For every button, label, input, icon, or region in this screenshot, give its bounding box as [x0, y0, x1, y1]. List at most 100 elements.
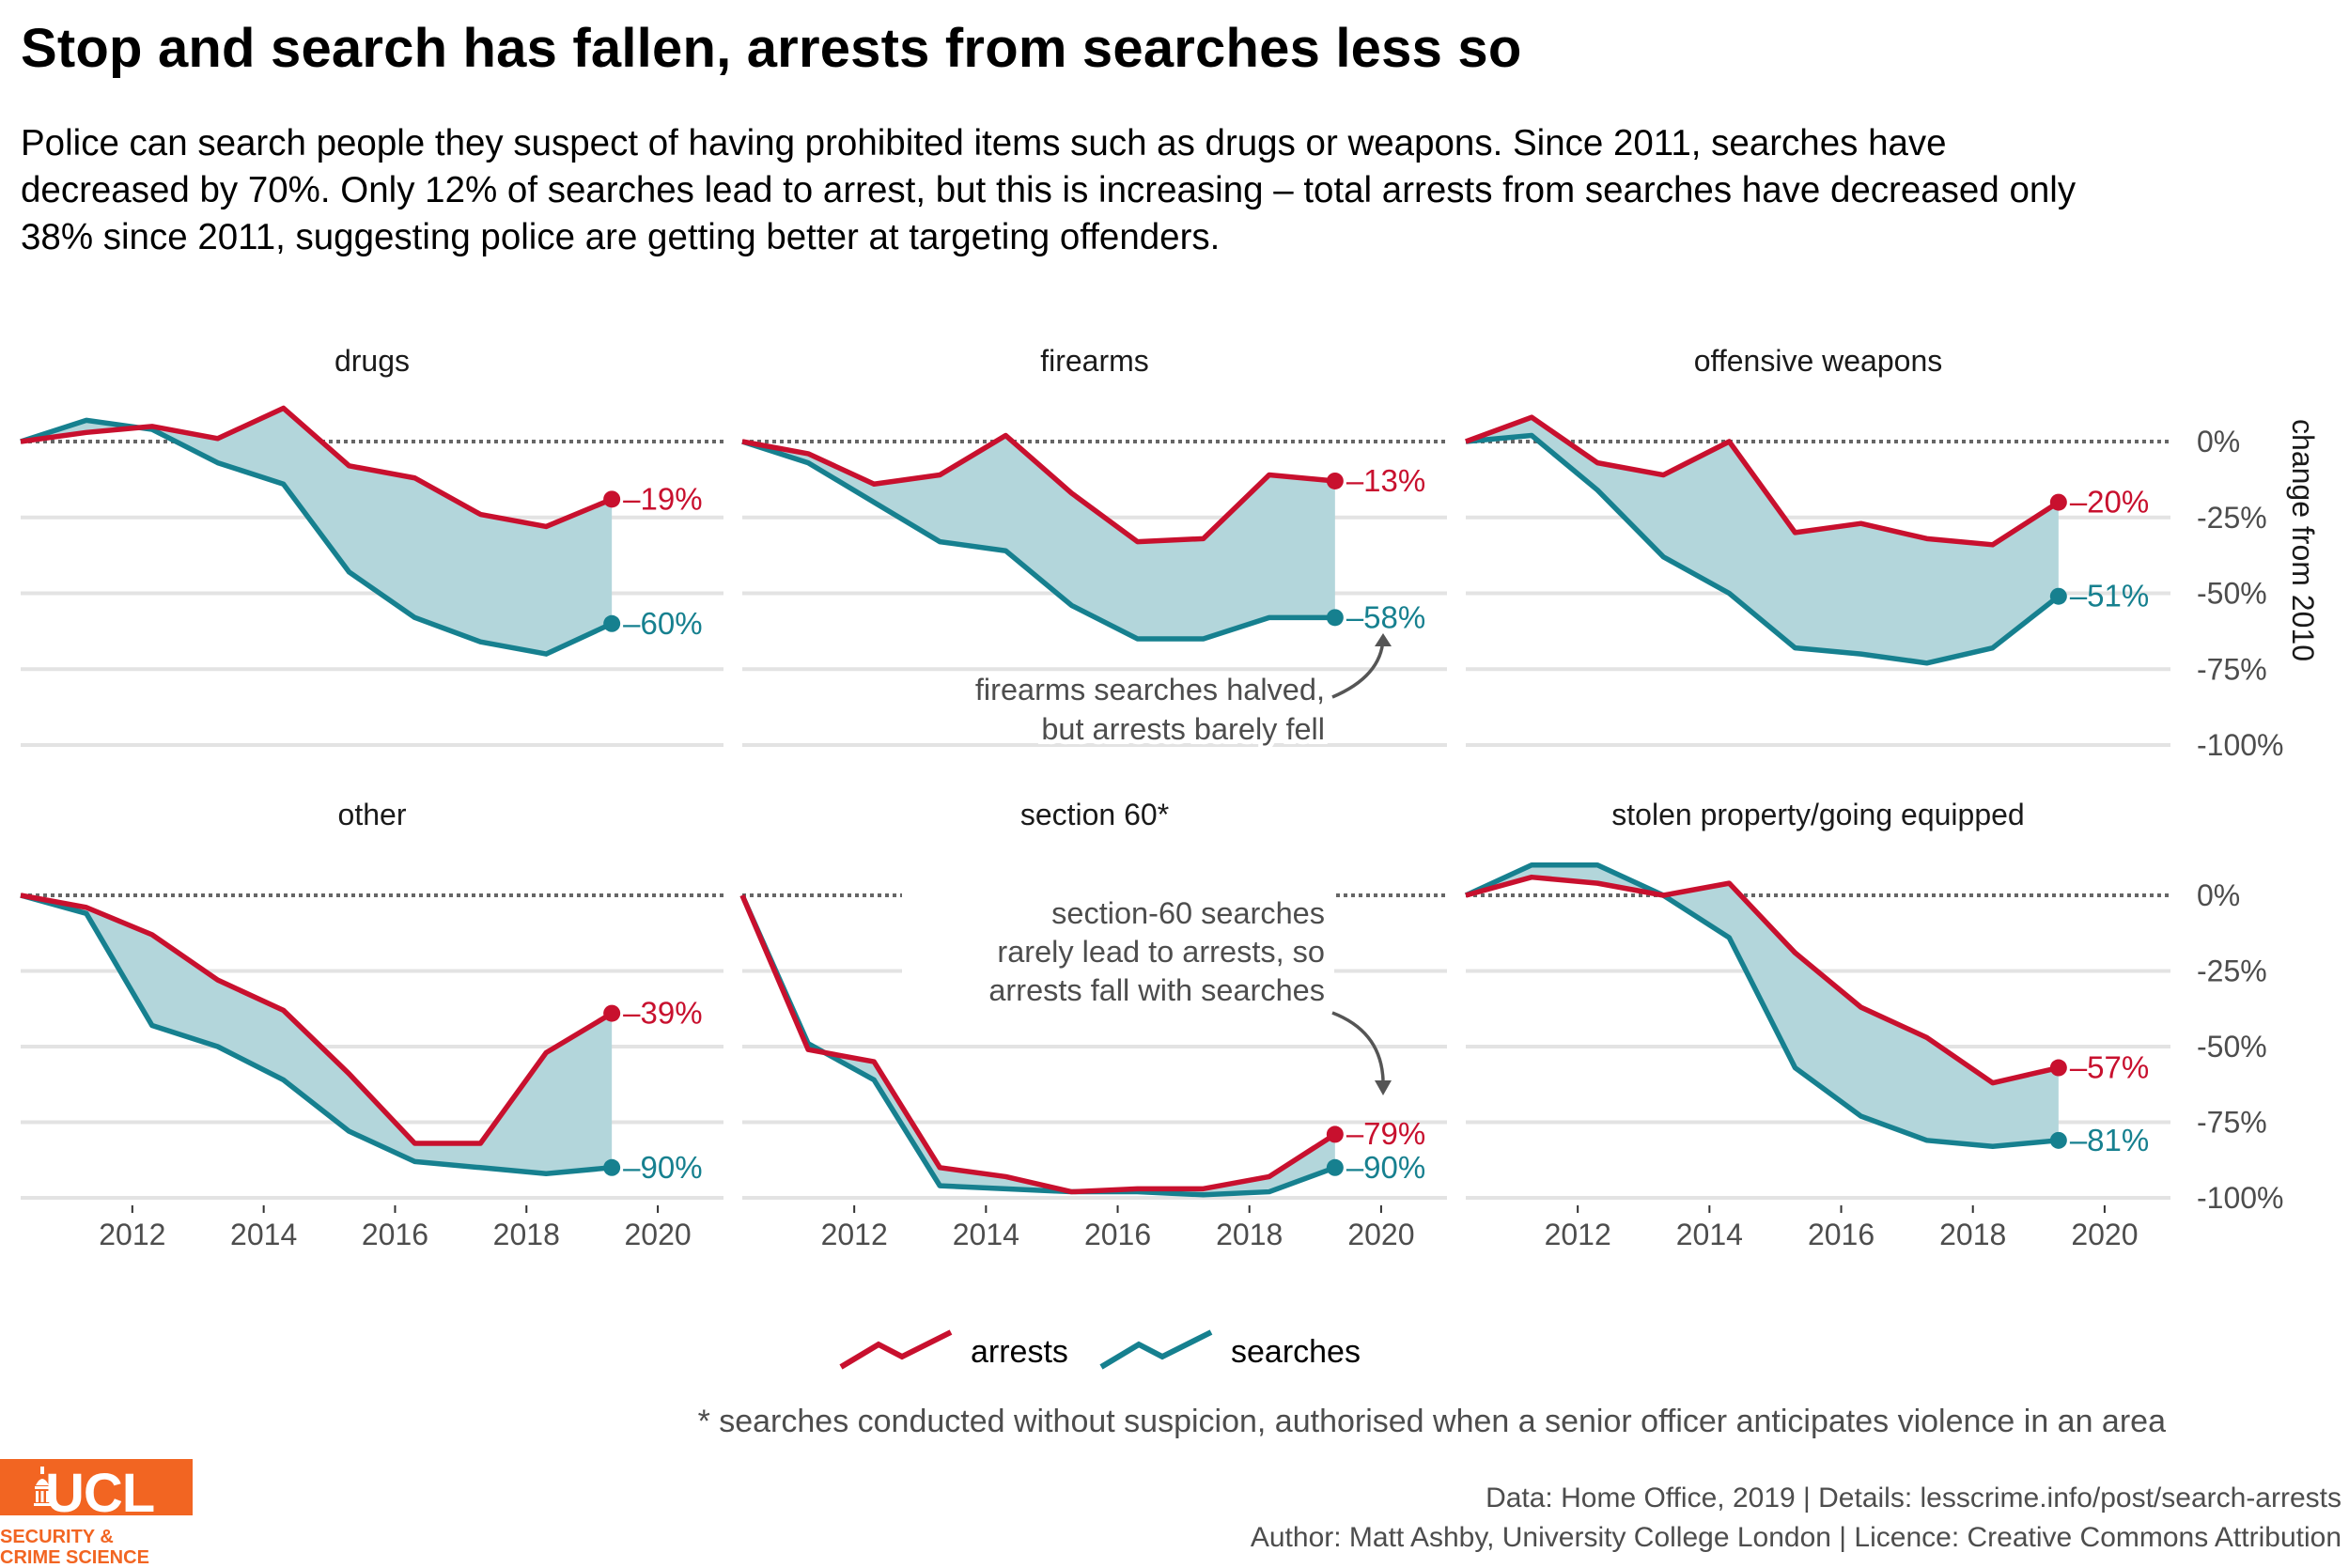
arrests-line: [1465, 414, 2061, 548]
section60-annotation-line: arrests fall with searches: [988, 973, 1325, 1007]
searches-end-point: [2049, 587, 2067, 605]
arrests-end-label: –39%: [623, 996, 702, 1031]
panel-other: other –39% –90% 2012 2014 2016 2018 2020: [20, 798, 723, 1251]
y-tick-label: -50%: [2197, 577, 2267, 611]
ucl-logo-sub-line1: SECURITY &: [0, 1527, 114, 1547]
arrests-end-point: [1326, 472, 1344, 489]
x-tick-label: 2018: [1939, 1218, 2006, 1251]
chart-subtitle: Police can search people they suspect of…: [21, 123, 2077, 257]
arrests-end-point: [2049, 1059, 2067, 1077]
x-tick-label: 2020: [1347, 1218, 1414, 1251]
ucl-logo-text: UCL: [45, 1463, 155, 1524]
panel-title: other: [338, 798, 407, 831]
arrests-end-label: –57%: [2070, 1050, 2149, 1085]
gap-area: [1466, 864, 2059, 1147]
chart-title: Stop and search has fallen, arrests from…: [21, 18, 1522, 79]
x-tick-label: 2020: [2071, 1218, 2138, 1251]
searches-line: [1465, 432, 2061, 666]
source-line-1: Data: Home Office, 2019 | Details: lessc…: [1486, 1483, 2341, 1514]
ucl-logo-subtitle: SECURITY & CRIME SCIENCE: [0, 1527, 149, 1568]
arrests-line: [739, 893, 1337, 1195]
gap-area: [1466, 417, 2059, 663]
ucl-logo-sub-line2: CRIME SCIENCE: [0, 1547, 149, 1568]
x-tick-label: 2012: [1545, 1218, 1611, 1251]
arrests-line: [20, 893, 614, 1146]
legend: arrests searches: [839, 1329, 1361, 1370]
legend-searches-key: [1099, 1329, 1213, 1370]
x-tick-label: 2018: [493, 1218, 560, 1251]
searches-end-point: [1326, 609, 1344, 627]
panel-stolen-property-going-equipped: stolen property/going equipped –57% –81% 20…: [1464, 798, 2170, 1251]
gap-area: [21, 895, 613, 1174]
y-tick-label: -100%: [2197, 728, 2284, 762]
legend-searches-label: searches: [1231, 1334, 1361, 1370]
arrests-end-label: –13%: [1346, 463, 1425, 498]
ucl-logo: UCL: [0, 1459, 193, 1524]
x-tick-label: 2016: [1808, 1218, 1875, 1251]
annotations-group: firearms searches halved, but arrests bar…: [902, 633, 1392, 1095]
searches-end-label: –81%: [2070, 1123, 2149, 1157]
firearms-annotation-line: but arrests barely fell: [1041, 712, 1325, 746]
x-tick-label: 2014: [953, 1218, 1019, 1251]
x-tick-label: 2012: [99, 1218, 165, 1251]
arrests-end-point: [603, 490, 621, 508]
ucl-dome-icon: [34, 1467, 51, 1506]
firearms-arrow-head: [1375, 633, 1392, 646]
arrests-end-point: [1326, 1126, 1344, 1143]
searches-end-label: –58%: [1346, 599, 1425, 634]
footnote: * searches conducted without suspicion, …: [698, 1404, 2167, 1439]
gap-area: [21, 408, 613, 655]
gap-area: [742, 435, 1335, 639]
searches-end-label: –90%: [1346, 1150, 1425, 1185]
y-axis-labels: 0% -25% -50% -75% -100% 0% -25% -50% -75% -100%: [2197, 425, 2284, 1215]
section60-annotation-arrow: [1331, 1011, 1385, 1081]
searches-end-point: [2049, 1131, 2067, 1149]
legend-arrests-label: arrests: [971, 1334, 1068, 1370]
firearms-annotation-line: firearms searches halved,: [975, 673, 1325, 706]
searches-line: [741, 439, 1335, 642]
searches-line: [20, 417, 614, 657]
panel-title: stolen property/going equipped: [1611, 798, 2024, 831]
section60-annotation-backing: [902, 878, 1334, 1010]
panel-title: offensive weapons: [1694, 344, 1942, 378]
arrests-line: [741, 432, 1336, 545]
x-tick-label: 2012: [821, 1218, 888, 1251]
x-tick-label: 2020: [624, 1218, 691, 1251]
arrests-end-point: [603, 1004, 621, 1022]
searches-line: [739, 893, 1336, 1198]
y-tick-label: 0%: [2197, 425, 2240, 458]
arrests-end-label: –79%: [1346, 1116, 1425, 1151]
y-axis-title: change from 2010: [2286, 419, 2320, 661]
legend-arrests-key: [839, 1329, 953, 1370]
panel-title: firearms: [1040, 344, 1149, 378]
y-tick-label: 0%: [2197, 878, 2240, 912]
y-tick-label: -100%: [2197, 1181, 2284, 1215]
arrests-line: [1465, 874, 2060, 1086]
section60-arrow-head: [1375, 1080, 1392, 1095]
searches-end-point: [603, 1158, 621, 1176]
section60-annotation-line: section-60 searches: [1051, 896, 1325, 930]
panels-group: drugs –19% –60% firearms –13% –58% offensive w…: [20, 344, 2170, 1251]
source-line-2: Author: Matt Ashby, University College L…: [1251, 1522, 2341, 1553]
x-tick-label: 2018: [1216, 1218, 1283, 1251]
x-tick-label: 2016: [362, 1218, 428, 1251]
searches-line: [20, 893, 613, 1176]
panel-title: drugs: [334, 344, 410, 378]
panel-section-60-: section 60* –79%–90% 2012 2014 2016 2018 2020: [739, 798, 1447, 1251]
x-tick-label: 2016: [1084, 1218, 1151, 1251]
y-tick-label: -25%: [2197, 955, 2267, 988]
y-tick-label: -50%: [2197, 1030, 2267, 1063]
searches-end-label: –51%: [2070, 579, 2149, 613]
panel-drugs: drugs –19% –60%: [20, 344, 723, 747]
arrests-end-label: –19%: [623, 481, 702, 516]
section60-annotation-line: rarely lead to arrests, so: [997, 935, 1325, 969]
arrests-end-label: –20%: [2070, 485, 2149, 520]
y-tick-label: -75%: [2197, 1106, 2267, 1140]
panel-firearms: firearms –13% –58%: [741, 344, 1447, 747]
x-tick-label: 2014: [230, 1218, 297, 1251]
searches-end-label: –60%: [623, 606, 702, 641]
searches-end-point: [1326, 1158, 1344, 1176]
arrests-end-point: [2049, 493, 2067, 511]
x-tick-label: 2014: [1676, 1218, 1743, 1251]
y-tick-label: -75%: [2197, 652, 2267, 686]
